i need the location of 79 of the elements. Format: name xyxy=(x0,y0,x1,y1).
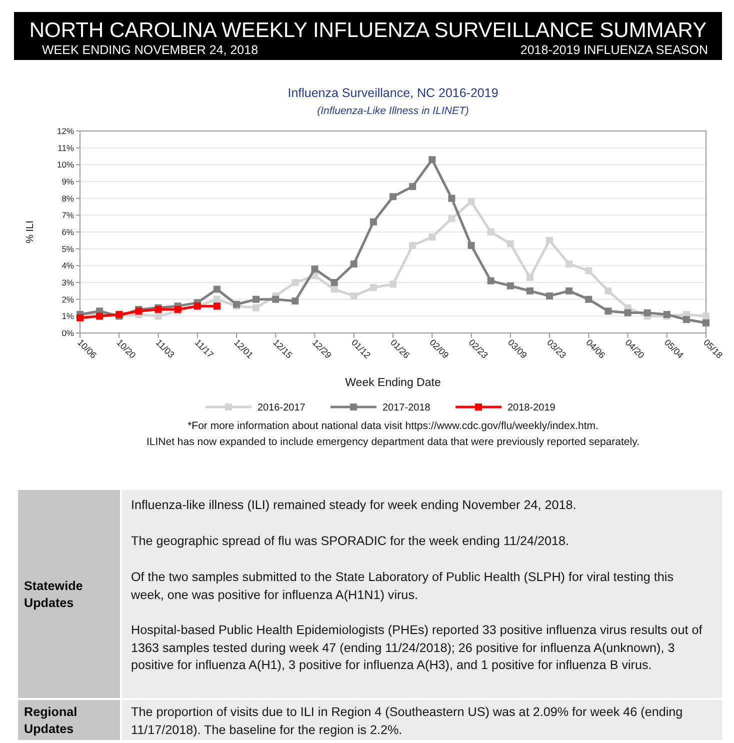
point xyxy=(546,236,553,244)
point xyxy=(644,309,651,316)
text: ILINet has now expanded to include emergency department data that were previously reported separately. xyxy=(146,436,640,448)
y-tick-label: 2% xyxy=(62,294,74,304)
text: Statewide Updates xyxy=(24,578,84,612)
point xyxy=(350,292,358,300)
point xyxy=(506,240,514,248)
point xyxy=(154,312,162,320)
y-tick-label: 12% xyxy=(56,126,74,136)
point xyxy=(526,287,534,294)
point xyxy=(390,193,396,200)
point xyxy=(624,309,632,316)
legend-label: 2016-2017 xyxy=(258,402,306,414)
text: Hospital-based Public Health Epidemiologists (PHEs) reported 33 positive influenza virus results out of 1363 samples tested during week 47 (ending 11/24/2018); 26 positive for influenza A(unknown), 3 positive for influenza A(H1), 3 positive for influenza A(H3), and 1 positive for influenza B virus. xyxy=(131,622,703,674)
point xyxy=(390,280,396,288)
text: *For more information about national data visit https://www.cdc.gov/flu/weekly/index.htm. xyxy=(188,420,598,432)
point xyxy=(292,298,299,305)
point xyxy=(292,279,299,286)
point xyxy=(682,316,690,324)
point xyxy=(487,228,494,236)
y-tick-label: 10% xyxy=(56,160,74,170)
legend-label: 2018-2019 xyxy=(508,402,556,414)
point xyxy=(428,156,436,164)
x-axis-title: Week Ending Date xyxy=(345,377,441,389)
y-tick-label: 7% xyxy=(62,210,74,220)
point xyxy=(604,308,612,315)
y-tick-label: 4% xyxy=(62,260,74,271)
point xyxy=(585,267,592,274)
point xyxy=(213,302,220,310)
point xyxy=(566,260,573,268)
y-tick-label: 9% xyxy=(62,176,74,186)
point xyxy=(428,234,436,241)
text: Of the two samples submitted to the State Laboratory of Public Health (SLPH) for viral testing this week, one was positive for influenza A(H1N1) virus. xyxy=(131,569,674,604)
chart-subtitle: (Influenza-Like Illness in ILINET) xyxy=(317,105,469,117)
point xyxy=(468,242,475,249)
point xyxy=(311,266,318,273)
text: WEEK ENDING NOVEMBER 24, 2018 xyxy=(42,43,258,57)
point xyxy=(96,312,104,320)
text: 2018-2019 INFLUENZA SEASON xyxy=(520,43,708,57)
point xyxy=(506,282,514,290)
text: The proportion of visits due to ILI in Region 4 (Southeastern US) was at 2.09% for week 46 (ending 11/17/2018). The baseline for the region is 2.2%. xyxy=(131,704,684,739)
y-tick-label: 11% xyxy=(58,142,74,153)
point xyxy=(409,242,416,249)
y-axis-title: % ILI xyxy=(25,220,36,244)
y-tick-label: 3% xyxy=(62,277,74,288)
point xyxy=(370,218,377,226)
y-tick-label: 1% xyxy=(62,311,74,322)
point xyxy=(468,198,475,206)
point xyxy=(350,260,358,268)
y-tick-label: 6% xyxy=(62,226,74,237)
text: NORTH CAROLINA WEEKLY INFLUENZA SURVEILLANCE SUMMARY xyxy=(29,19,707,42)
y-tick-label: 8% xyxy=(62,193,74,204)
point xyxy=(330,286,338,293)
text: Influenza-like illness (ILI) remained steady for week ending November 24, 2018. xyxy=(131,497,578,514)
point xyxy=(487,277,494,284)
point xyxy=(526,274,534,281)
point xyxy=(252,296,260,303)
legend-label: 2017-2018 xyxy=(382,402,431,414)
point xyxy=(566,287,573,294)
chart-title: Influenza Surveillance, NC 2016-2019 xyxy=(288,86,498,100)
text: The geographic spread of flu was SPORADIC for the week ending 11/24/2018. xyxy=(131,533,570,550)
point xyxy=(213,296,220,303)
point xyxy=(272,296,280,303)
point xyxy=(546,292,553,300)
point xyxy=(252,304,260,312)
y-tick-label: 5% xyxy=(62,244,74,254)
point xyxy=(702,312,710,320)
point xyxy=(604,287,612,294)
point xyxy=(585,296,592,303)
point xyxy=(370,284,377,292)
point xyxy=(213,286,220,293)
point xyxy=(702,319,710,326)
y-tick-label: 0% xyxy=(62,328,74,338)
text: Regional Updates xyxy=(24,704,78,738)
point xyxy=(448,194,456,202)
point xyxy=(76,314,84,322)
point xyxy=(448,215,456,222)
point xyxy=(409,183,416,190)
point xyxy=(330,279,338,286)
